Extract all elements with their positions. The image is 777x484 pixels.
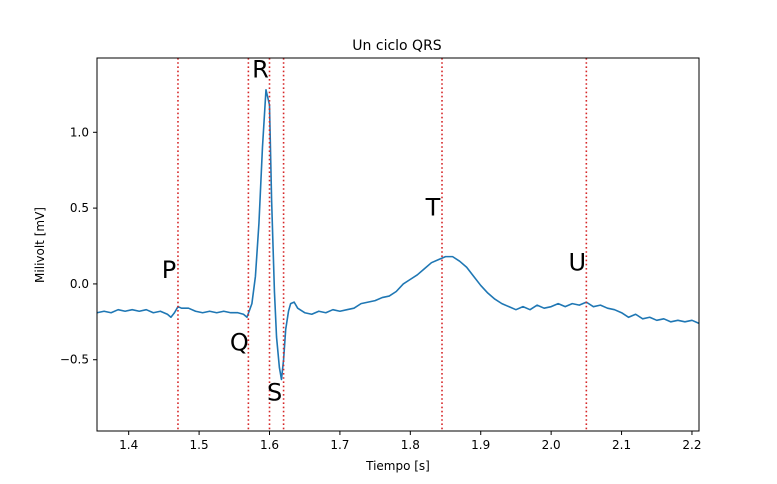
x-tick-label: 1.5 — [190, 438, 209, 452]
wave-label-t: T — [425, 194, 441, 222]
x-tick-label: 2.1 — [612, 438, 631, 452]
x-axis-label: Tiempo [s] — [365, 459, 430, 473]
x-tick-label: 1.4 — [119, 438, 138, 452]
x-tick-label: 1.9 — [471, 438, 490, 452]
y-axis-label: Milivolt [mV] — [33, 207, 47, 283]
chart-title: Un ciclo QRS — [352, 38, 442, 54]
x-tick-label: 2.2 — [682, 438, 701, 452]
x-tick-label: 1.6 — [260, 438, 279, 452]
wave-label-q: Q — [230, 329, 249, 357]
wave-label-r: R — [252, 56, 269, 84]
wave-label-p: P — [162, 256, 176, 284]
x-tick-label: 1.8 — [401, 438, 420, 452]
x-tick-label: 2.0 — [542, 438, 561, 452]
wave-label-s: S — [267, 379, 282, 407]
y-tick-label: −0.5 — [60, 353, 89, 367]
wave-label-u: U — [569, 248, 587, 276]
x-tick-label: 1.7 — [330, 438, 349, 452]
y-tick-label: 0.5 — [70, 201, 89, 215]
ecg-series-line — [96, 89, 700, 381]
y-tick-label: 0.0 — [70, 277, 89, 291]
y-tick-label: 1.0 — [70, 125, 89, 139]
plot-frame — [96, 57, 700, 432]
